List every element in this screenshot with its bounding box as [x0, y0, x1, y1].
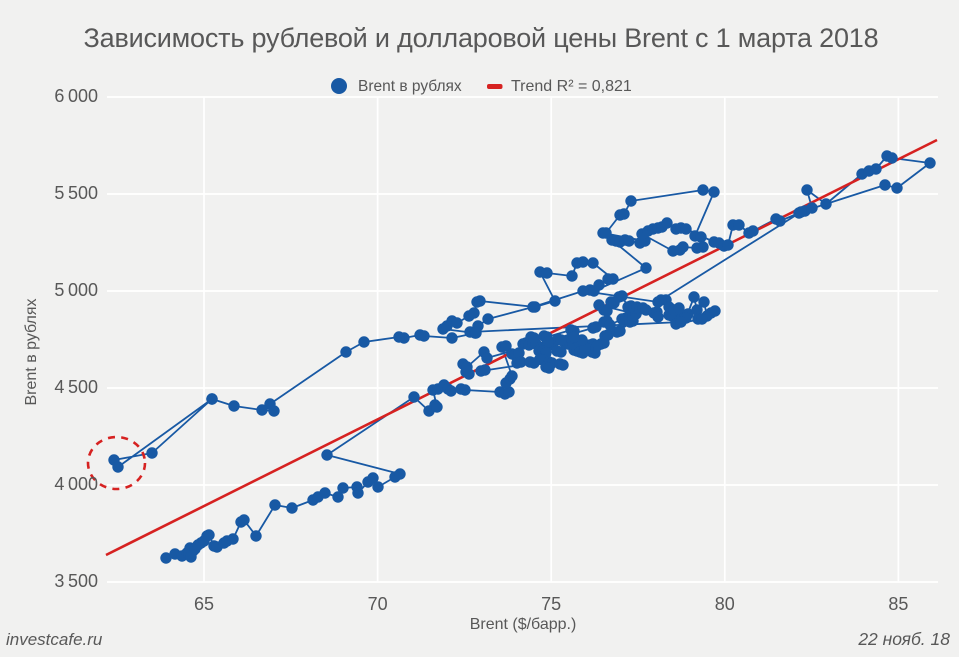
svg-text:Brent в рублях: Brent в рублях	[23, 299, 40, 406]
svg-text:4 500: 4 500	[54, 377, 98, 397]
svg-text:5 000: 5 000	[54, 280, 98, 300]
svg-text:80: 80	[715, 594, 735, 614]
svg-text:investcafe.ru: investcafe.ru	[6, 630, 103, 649]
svg-text:6 000: 6 000	[54, 86, 98, 106]
svg-text:Trend R² = 0,821: Trend R² = 0,821	[511, 78, 632, 95]
svg-text:3 500: 3 500	[54, 571, 98, 591]
svg-text:5 500: 5 500	[54, 183, 98, 203]
svg-text:85: 85	[888, 594, 908, 614]
svg-text:65: 65	[194, 594, 214, 614]
svg-text:Brent ($/барр.): Brent ($/барр.)	[470, 616, 577, 633]
svg-text:Brent в рублях: Brent в рублях	[358, 78, 462, 95]
svg-text:70: 70	[368, 594, 388, 614]
svg-text:4 000: 4 000	[54, 474, 98, 494]
svg-text:75: 75	[541, 594, 561, 614]
svg-text:Зависимость рублевой и долларо: Зависимость рублевой и долларовой цены B…	[84, 23, 879, 53]
svg-text:22 нояб. 18: 22 нояб. 18	[857, 629, 950, 649]
